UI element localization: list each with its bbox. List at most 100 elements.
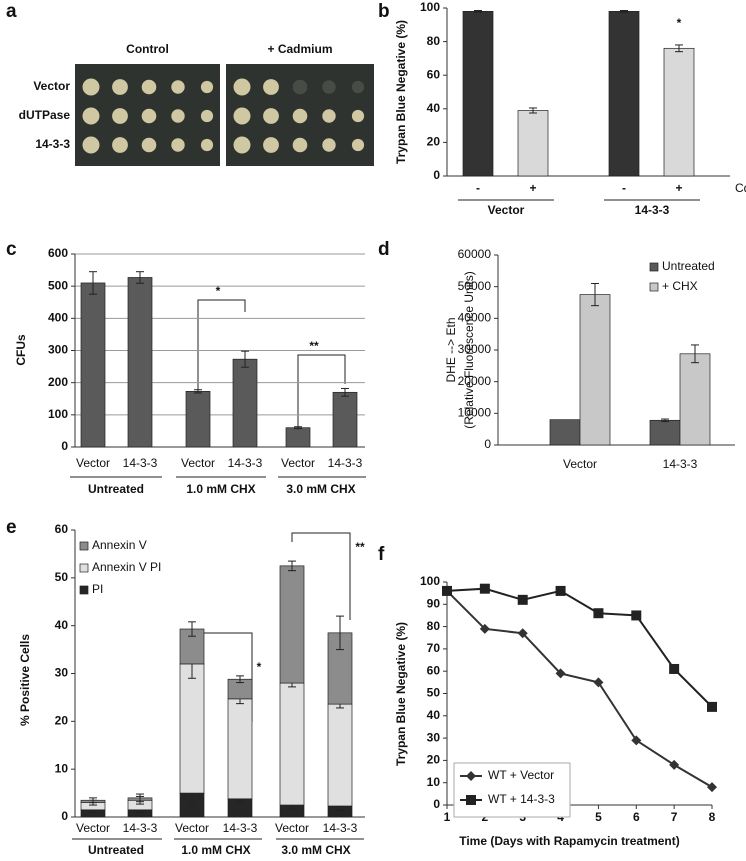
y-tick-label: 50 <box>55 570 69 584</box>
y-axis-label: Trypan Blue Negative (%) <box>394 20 408 164</box>
group-label: Untreated <box>88 482 144 496</box>
marker <box>517 628 528 639</box>
y-tick-label: 300 <box>48 343 68 357</box>
y-tick-label: 80 <box>427 619 441 633</box>
y-tick-label: 30 <box>427 730 441 744</box>
y-tick-label: 60 <box>427 67 441 81</box>
y-tick-label: 30000 <box>458 342 492 356</box>
x-tick-label: Vector <box>175 821 209 835</box>
y-tick-label: 0 <box>484 437 491 451</box>
y-tick-label: 20 <box>55 714 69 728</box>
yeast-spot <box>233 78 251 96</box>
x-tick-label: 8 <box>709 810 716 824</box>
yeast-spot <box>200 80 214 94</box>
x-tick-label: Vector <box>76 821 110 835</box>
yeast-spot <box>322 138 336 152</box>
x-tick-label: Vector <box>275 821 309 835</box>
y-tick-label: 40 <box>427 708 441 722</box>
panel-letter: c <box>6 239 17 260</box>
marker <box>555 668 566 679</box>
yeast-spot <box>292 137 308 153</box>
significance-bracket <box>297 354 346 428</box>
legend-label: PI <box>92 582 103 596</box>
x-tick-label: 14-3-3 <box>328 456 363 470</box>
y-tick-label: 60 <box>427 663 441 677</box>
bar <box>285 427 311 448</box>
x-axis-label: Time (Days with Rapamycin treatment) <box>459 834 680 848</box>
bar <box>185 391 211 448</box>
significance-bracket <box>197 299 246 390</box>
y-tick-label: 50000 <box>458 279 492 293</box>
yeast-spot <box>82 107 100 125</box>
significance-bracket <box>291 532 351 620</box>
yeast-spot <box>200 138 214 152</box>
x-tick-label: 7 <box>671 810 678 824</box>
legend-label: + CHX <box>662 279 698 293</box>
y-tick-label: 90 <box>427 596 441 610</box>
marker <box>466 795 476 805</box>
group-label: 3.0 mM CHX <box>286 482 355 496</box>
x-tick-label: 14-3-3 <box>323 821 358 835</box>
marker <box>593 608 604 619</box>
bar <box>127 277 153 448</box>
yeast-spot <box>233 107 251 125</box>
annotation: * <box>677 16 682 30</box>
yeast-spot <box>322 80 336 94</box>
legend-swatch <box>649 262 659 272</box>
column-label: + Cadmium <box>267 42 332 56</box>
annotation: * <box>216 284 221 298</box>
row-label: dUTPase <box>19 108 71 122</box>
x-tick-label: + <box>529 181 536 195</box>
y-tick-label: 20000 <box>458 374 492 388</box>
yeast-spot <box>171 138 185 152</box>
bar <box>462 11 494 177</box>
yeast-spot <box>263 108 279 124</box>
legend-label: Annexin V PI <box>92 560 161 574</box>
marker <box>479 623 490 634</box>
group-label: Untreated <box>88 843 144 857</box>
x-tick-label: 14-3-3 <box>228 456 263 470</box>
yeast-spot <box>82 136 100 154</box>
legend-label: Annexin V <box>92 538 147 552</box>
y-tick-label: 40 <box>427 101 441 115</box>
x-axis-label: Cd <box>735 181 746 195</box>
column-label: Control <box>126 42 169 56</box>
bar <box>649 419 681 446</box>
yeast-spot <box>263 137 279 153</box>
y-tick-label: 0 <box>61 809 68 823</box>
group-label: 14-3-3 <box>635 203 670 217</box>
marker <box>466 771 476 781</box>
marker <box>707 701 717 712</box>
bar-segment <box>279 682 305 806</box>
x-tick-label: 1 <box>444 810 451 824</box>
marker <box>631 735 642 746</box>
yeast-spot <box>171 80 185 94</box>
y-axis-label: CFUs <box>14 334 28 366</box>
group-label: Vector <box>488 203 525 217</box>
marker <box>631 610 642 621</box>
legend-label: WT + 14-3-3 <box>488 792 555 806</box>
marker <box>669 759 680 770</box>
yeast-spot <box>112 79 128 95</box>
panel-letter: a <box>6 1 17 22</box>
y-tick-label: 600 <box>48 246 68 260</box>
marker <box>555 585 566 596</box>
annotation: * <box>257 660 262 674</box>
bar <box>332 391 358 448</box>
bar <box>80 282 106 448</box>
group-label: 1.0 mM CHX <box>186 482 255 496</box>
x-tick-label: + <box>675 181 682 195</box>
group-label: 1.0 mM CHX <box>181 843 250 857</box>
y-tick-label: 60000 <box>458 247 492 261</box>
y-tick-label: 100 <box>420 574 440 588</box>
y-tick-label: 60 <box>55 522 69 536</box>
y-tick-label: 50 <box>427 686 441 700</box>
yeast-spot <box>141 79 157 95</box>
bar <box>663 47 695 177</box>
panel-letter: f <box>378 544 385 565</box>
bar-segment <box>279 565 305 684</box>
y-tick-label: 20 <box>427 135 441 149</box>
yeast-spot <box>351 109 365 123</box>
bar <box>579 294 611 446</box>
y-tick-label: 500 <box>48 278 68 292</box>
